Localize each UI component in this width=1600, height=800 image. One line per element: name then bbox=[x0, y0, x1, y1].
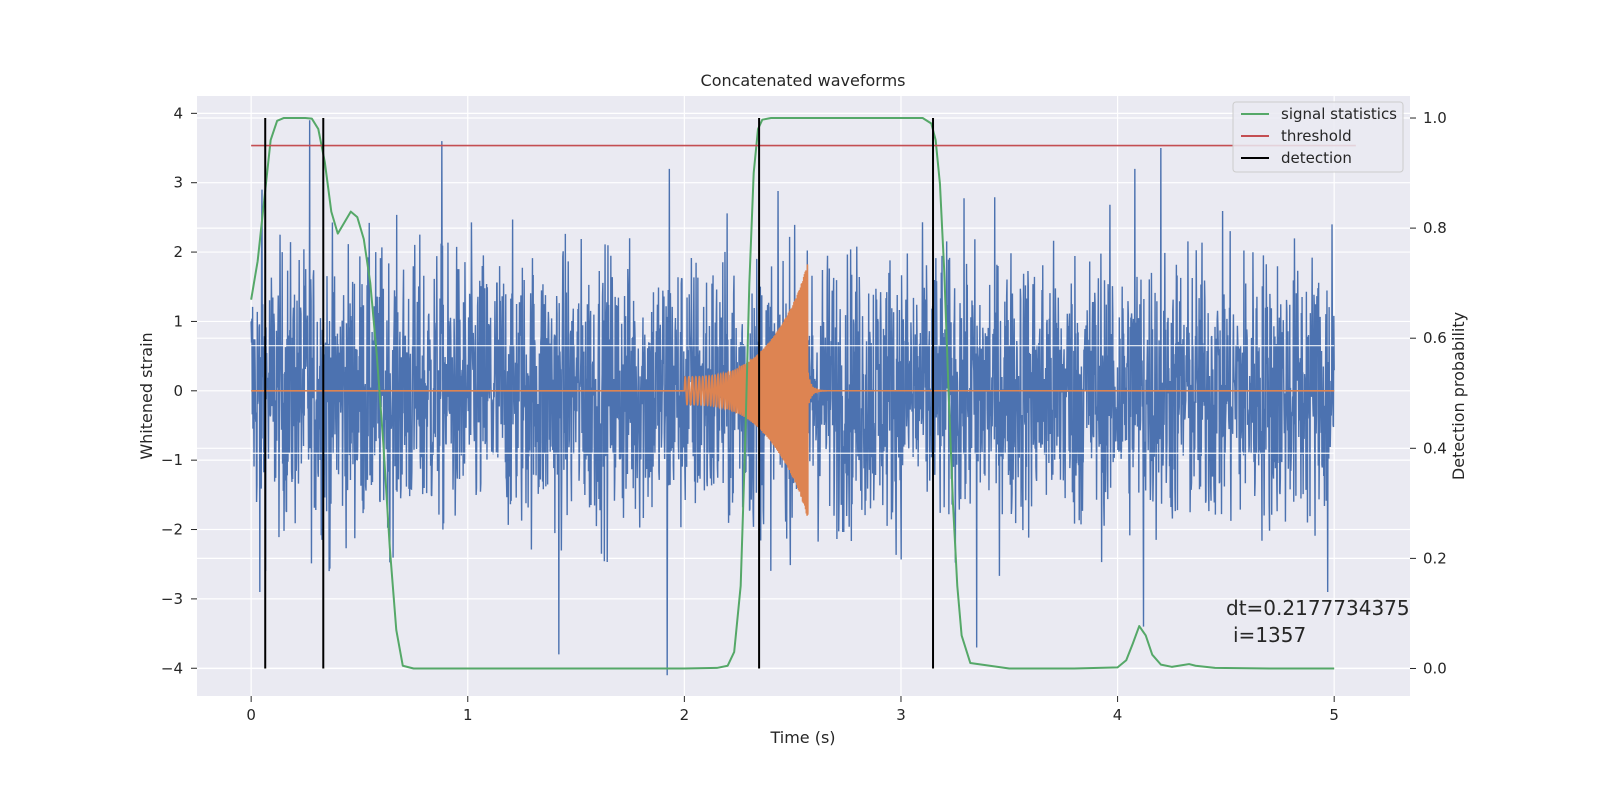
series-chirp bbox=[251, 264, 1335, 516]
x-tick-label: 5 bbox=[1329, 706, 1339, 724]
chirp-line bbox=[251, 264, 1335, 516]
x-tick-label: 3 bbox=[896, 706, 906, 724]
y2-tick-label: 0.6 bbox=[1423, 329, 1447, 347]
y-tick-label: 3 bbox=[173, 174, 183, 192]
series-detection bbox=[264, 118, 935, 669]
legend-label-threshold: threshold bbox=[1281, 127, 1352, 145]
axes: 0 1 2 3 4 5 −4 −3 −2 −1 0 1 2 3 4 0.0 0.2 0.4 0.6 0.8 1.0 bbox=[161, 104, 1447, 724]
legend: signal statistics threshold detection bbox=[1232, 101, 1404, 173]
y-tick-label: −2 bbox=[161, 521, 183, 539]
y-tick-label: −1 bbox=[161, 451, 183, 469]
annotation-dt: dt=0.2177734375 bbox=[1226, 596, 1410, 620]
y2-tick-label: 0.8 bbox=[1423, 219, 1447, 237]
y-tick-label: 1 bbox=[173, 312, 183, 330]
x-tick-label: 0 bbox=[246, 706, 256, 724]
signal-statistics-line bbox=[250, 117, 1335, 670]
y-axis-label: Whitened strain bbox=[137, 332, 156, 459]
legend-label-signal-statistics: signal statistics bbox=[1281, 105, 1397, 123]
legend-label-detection: detection bbox=[1281, 149, 1352, 167]
y-tick-label: 0 bbox=[173, 382, 183, 400]
annotation-i: i=1357 bbox=[1233, 623, 1306, 647]
y-tick-label: 4 bbox=[173, 104, 183, 122]
legend-box bbox=[1232, 101, 1404, 173]
chart-title: Concatenated waveforms bbox=[701, 71, 906, 90]
x-tick-label: 2 bbox=[680, 706, 690, 724]
x-tick-label: 1 bbox=[463, 706, 473, 724]
y2-tick-label: 0.0 bbox=[1423, 659, 1447, 677]
series-signal-statistics bbox=[250, 117, 1335, 670]
y2-axis-label: Detection probability bbox=[1449, 312, 1468, 480]
y2-tick-label: 0.2 bbox=[1423, 549, 1447, 567]
y-tick-label: −4 bbox=[161, 659, 183, 677]
x-axis-label: Time (s) bbox=[769, 728, 835, 747]
x-tick-label: 4 bbox=[1113, 706, 1123, 724]
y2-tick-label: 0.4 bbox=[1423, 439, 1447, 457]
y-tick-label: −3 bbox=[161, 590, 183, 608]
y2-tick-label: 1.0 bbox=[1423, 109, 1447, 127]
y-tick-label: 2 bbox=[173, 243, 183, 261]
